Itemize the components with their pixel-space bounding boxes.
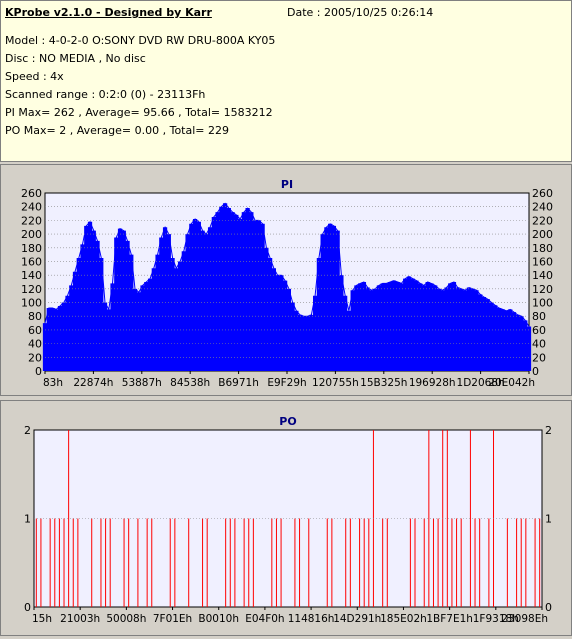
y-tick-label-right: 120: [532, 283, 553, 296]
y-tick-label-left: 140: [21, 269, 42, 282]
y-tick-label-right: 160: [532, 255, 553, 268]
y-tick-label-left: 200: [21, 228, 42, 241]
y-tick-label-left: 2: [24, 424, 31, 437]
po-chart: PO 0 0 1 1 2 2 15h 21003h 50008h 7F01Eh B0010h E04F0…: [24, 415, 552, 625]
chart-title: PI: [281, 178, 293, 191]
x-tick-label: 15B325h: [360, 377, 407, 389]
y-tick-label-left: 160: [21, 255, 42, 268]
x-tick-label: E9F29h: [267, 377, 306, 389]
x-tick-label: 53887h: [122, 377, 162, 389]
disc-info: Disc : NO MEDIA , No disc: [5, 52, 146, 65]
x-tick-label: 20E042h: [488, 377, 535, 389]
y-tick-label-right: 180: [532, 242, 553, 255]
app-title: KProbe v2.1.0 - Designed by Karr: [5, 6, 212, 19]
x-tick-label: 114816h: [288, 613, 335, 625]
y-tick-label-left: 260: [21, 187, 42, 200]
x-tick-label: B6971h: [218, 377, 259, 389]
y-tick-label-left: 0: [35, 365, 42, 378]
y-tick-label-right: 0: [545, 601, 552, 614]
info-panel: KProbe v2.1.0 - Designed by Karr Date : …: [0, 0, 572, 162]
x-tick-label: 15h: [32, 613, 52, 625]
y-tick-label-right: 140: [532, 269, 553, 282]
y-tick-label-right: 260: [532, 187, 553, 200]
x-tick-label: 120755h: [312, 377, 359, 389]
pi-chart-panel: PI 0 0 20 20 40 40 60 60 80 80 100 100 120 120 140 140 16…: [0, 164, 572, 396]
speed-info: Speed : 4x: [5, 70, 64, 83]
y-tick-label-left: 120: [21, 283, 42, 296]
pi-stats: PI Max= 262 , Average= 95.66 , Total= 15…: [5, 106, 273, 119]
chart-title: PO: [279, 415, 296, 428]
x-tick-label: 14D291h: [333, 613, 381, 625]
model-info: Model : 4-0-2-0 O:SONY DVD RW DRU-800A K…: [5, 34, 276, 47]
x-tick-label: 23098Eh: [501, 613, 548, 625]
y-tick-label-right: 60: [532, 324, 546, 337]
y-tick-label-right: 0: [532, 365, 539, 378]
y-tick-label-right: 200: [532, 228, 553, 241]
x-tick-label: 83h: [43, 377, 63, 389]
y-tick-label-left: 80: [28, 310, 42, 323]
x-tick-label: 50008h: [106, 613, 146, 625]
y-tick-label-left: 220: [21, 214, 42, 227]
y-tick-label-left: 180: [21, 242, 42, 255]
x-tick-label: 22874h: [73, 377, 113, 389]
y-tick-label-right: 220: [532, 214, 553, 227]
x-tick-label: 84538h: [170, 377, 210, 389]
x-tick-label: 1BF7E1h: [426, 613, 473, 625]
y-tick-label-right: 240: [532, 201, 553, 214]
y-tick-label-left: 1: [24, 513, 31, 526]
x-tick-label: E04F0h: [245, 613, 284, 625]
y-tick-label-right: 40: [532, 338, 546, 351]
x-tick-label: 1D2068h: [457, 377, 505, 389]
y-tick-label-right: 100: [532, 297, 553, 310]
y-tick-label-left: 40: [28, 338, 42, 351]
y-tick-label-right: 2: [545, 424, 552, 437]
y-tick-label-left: 240: [21, 201, 42, 214]
scan-date: Date : 2005/10/25 0:26:14: [287, 6, 434, 19]
pi-series-line: [44, 202, 530, 327]
x-tick-label: 1F9318h: [473, 613, 519, 625]
y-tick-label-right: 20: [532, 351, 546, 364]
po-chart-panel: PO 0 0 1 1 2 2 15h 21003h 50008h 7F01Eh B0010h E04F0…: [0, 400, 572, 636]
x-tick-label: 7F01Eh: [153, 613, 192, 625]
x-tick-label: B0010h: [198, 613, 239, 625]
x-tick-label: 196928h: [409, 377, 456, 389]
x-tick-label: 21003h: [60, 613, 100, 625]
y-tick-label-left: 100: [21, 297, 42, 310]
po-stats: PO Max= 2 , Average= 0.00 , Total= 229: [5, 124, 229, 137]
y-tick-label-left: 60: [28, 324, 42, 337]
x-tick-label: 185E02h: [380, 613, 427, 625]
y-tick-label-left: 0: [24, 601, 31, 614]
scan-range-info: Scanned range : 0:2:0 (0) - 23113Fh: [5, 88, 206, 101]
y-tick-label-left: 20: [28, 351, 42, 364]
y-tick-label-right: 80: [532, 310, 546, 323]
y-tick-label-right: 1: [545, 513, 552, 526]
